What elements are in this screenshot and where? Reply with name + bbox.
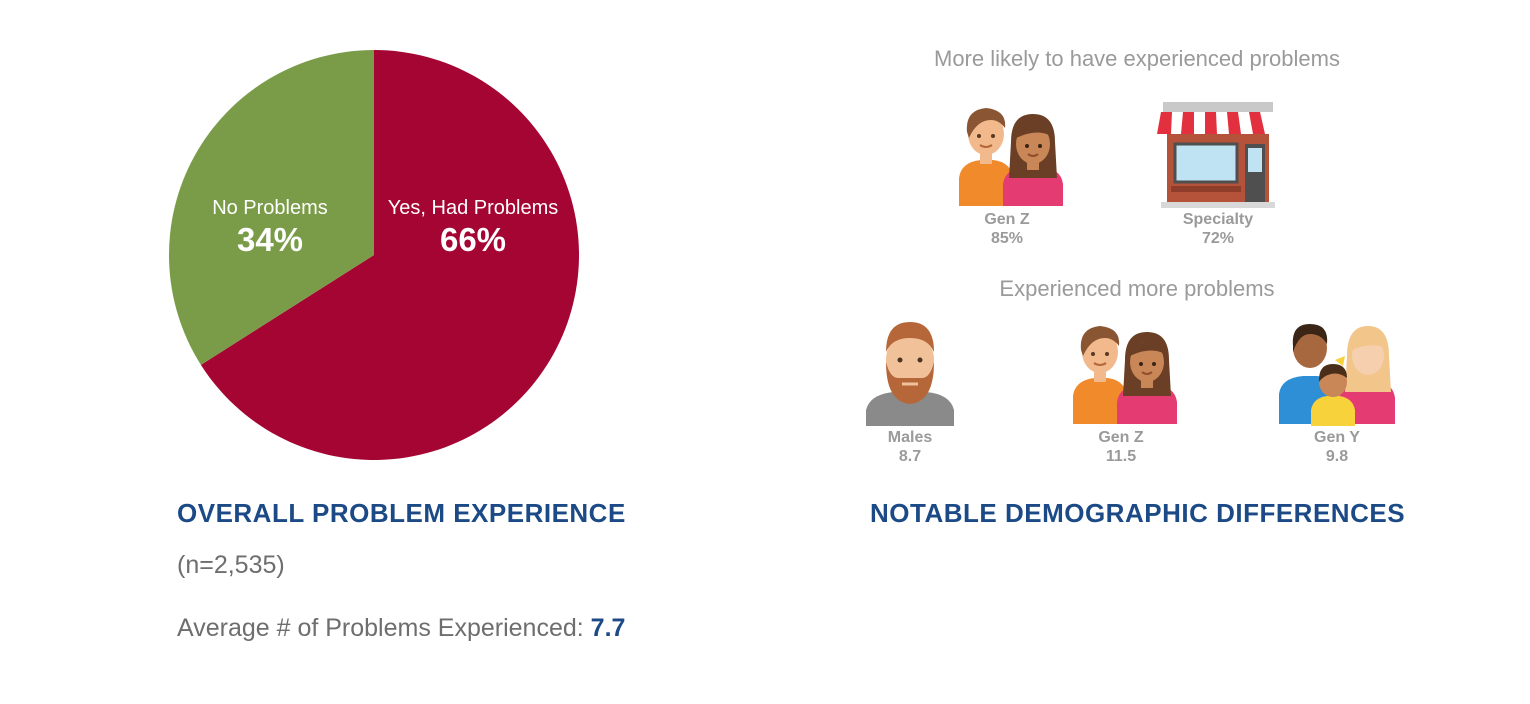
average-label: Average # of Problems Experienced: xyxy=(177,614,591,642)
demo-label: Specialty xyxy=(1182,211,1254,228)
demo-value: 9.8 xyxy=(1325,448,1349,465)
slice-value: 66% xyxy=(439,221,507,258)
pie-slice-no-problems xyxy=(169,50,374,365)
demo-value: 72% xyxy=(1201,230,1235,247)
pie-chart xyxy=(169,50,579,461)
average-problems: Average # of Problems Experienced: 7.7 xyxy=(177,614,625,643)
pie-slice-yes-had-problems xyxy=(200,50,579,461)
demo-value: 8.7 xyxy=(898,448,922,465)
bearded-man-icon xyxy=(866,322,954,426)
demo-geny: Gen Y 9.8 xyxy=(1257,316,1417,466)
demo-label: Gen Z xyxy=(1098,429,1144,446)
slice-label: No Problems xyxy=(212,197,328,219)
demo-label: Males xyxy=(887,429,933,446)
average-value: 7.7 xyxy=(590,614,626,642)
demo-label: Gen Y xyxy=(1314,429,1360,446)
family-icon xyxy=(1279,324,1395,426)
storefront-icon xyxy=(1157,102,1279,208)
demo-genz-likely: Gen Z 85% xyxy=(927,98,1087,248)
demo-label: Gen Z xyxy=(984,211,1030,228)
pie-label-had-problems: Yes, Had Problems 66% xyxy=(368,196,578,260)
demo-specialty: Specialty 72% xyxy=(1138,98,1298,248)
more-heading: Experienced more problems xyxy=(999,276,1275,301)
couple-icon xyxy=(1073,326,1177,424)
sample-size: (n=2,535) xyxy=(177,551,285,579)
pie-label-no-problems: No Problems 34% xyxy=(190,196,350,260)
slice-value: 34% xyxy=(236,221,304,258)
demo-males: Males 8.7 xyxy=(830,316,990,466)
demo-genz-more: Gen Z 11.5 xyxy=(1041,316,1201,466)
overall-title: OVERALL PROBLEM EXPERIENCE xyxy=(177,498,626,528)
slice-label: Yes, Had Problems xyxy=(387,197,559,219)
notable-title: NOTABLE DEMOGRAPHIC DIFFERENCES xyxy=(870,498,1406,528)
demo-value: 11.5 xyxy=(1105,448,1137,465)
couple-icon xyxy=(959,108,1063,206)
demo-value: 85% xyxy=(990,230,1024,247)
likely-heading: More likely to have experienced problems xyxy=(934,46,1340,71)
